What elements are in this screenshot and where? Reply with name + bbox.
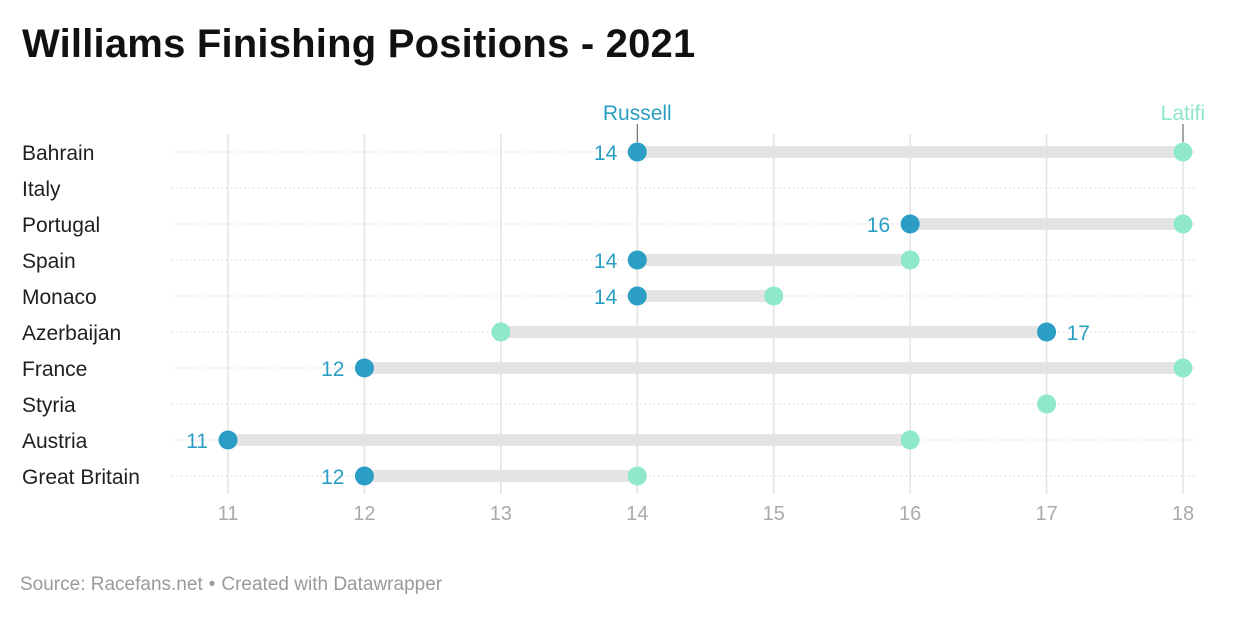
x-tick-label: 16 (899, 503, 921, 525)
latifi-dot (1173, 214, 1193, 234)
source-text: Source: Racefans.net (20, 574, 203, 595)
latifi-dot (1173, 142, 1193, 162)
x-tick-label: 18 (1172, 503, 1194, 525)
row-label: Bahrain (22, 142, 94, 165)
latifi-series-label: Latifi (1161, 102, 1205, 125)
russell-dot (354, 466, 374, 486)
latifi-dot (491, 322, 511, 342)
russell-value-label: 14 (594, 250, 618, 273)
latifi-dot (627, 466, 647, 486)
row-label: Monaco (22, 286, 97, 309)
russell-value-label: 14 (594, 142, 618, 165)
labels-layer: Bahrain 14 Italy Portugal 16 Spain 14 Monaco 14 A… (22, 142, 1090, 489)
latifi-dot (1037, 394, 1057, 414)
russell-dot (900, 214, 920, 234)
footer-separator: • (208, 574, 216, 595)
russell-dot (218, 430, 238, 450)
russell-value-label: 12 (321, 358, 344, 381)
russell-dot (354, 358, 374, 378)
russell-series-label: Russell (603, 102, 672, 125)
russell-value-label: 17 (1067, 322, 1090, 345)
footer: Source: Racefans.net • Created with Datawr… (20, 574, 442, 596)
x-tick-label: 12 (353, 503, 375, 525)
row-label: Styria (22, 394, 76, 417)
row-label: Spain (22, 250, 76, 273)
x-tick-label: 11 (218, 503, 239, 525)
x-tick-label: 14 (626, 503, 648, 525)
russell-dot (1037, 322, 1057, 342)
russell-dot (627, 250, 647, 270)
dots-layer (218, 142, 1193, 486)
row-label: France (22, 358, 87, 381)
russell-value-label: 11 (186, 430, 208, 453)
credit-text: Created with Datawrapper (221, 574, 443, 595)
row-label: Italy (22, 178, 61, 201)
row-guides (172, 151, 1197, 477)
legend-layer: Russell Latifi (603, 102, 1205, 142)
x-tick-label: 15 (763, 503, 785, 525)
russell-dot (627, 286, 647, 306)
chart-title: Williams Finishing Positions - 2021 (22, 22, 696, 66)
russell-dot (627, 142, 647, 162)
bars-layer (228, 146, 1184, 482)
latifi-dot (1173, 358, 1193, 378)
grid-layer (227, 134, 1184, 494)
x-tick-label: 17 (1035, 503, 1057, 525)
row-label: Great Britain (22, 466, 140, 489)
russell-value-label: 14 (594, 286, 618, 309)
latifi-dot (764, 286, 784, 306)
row-label: Portugal (22, 214, 100, 237)
row-label: Austria (22, 430, 88, 453)
row-label: Azerbaijan (22, 322, 121, 345)
ticks-layer: 11 12 13 14 15 16 17 18 (218, 503, 1195, 525)
latifi-dot (900, 250, 920, 270)
latifi-dot (900, 430, 920, 450)
russell-value-label: 12 (321, 466, 344, 489)
x-tick-label: 13 (490, 503, 512, 525)
russell-value-label: 16 (867, 214, 890, 237)
